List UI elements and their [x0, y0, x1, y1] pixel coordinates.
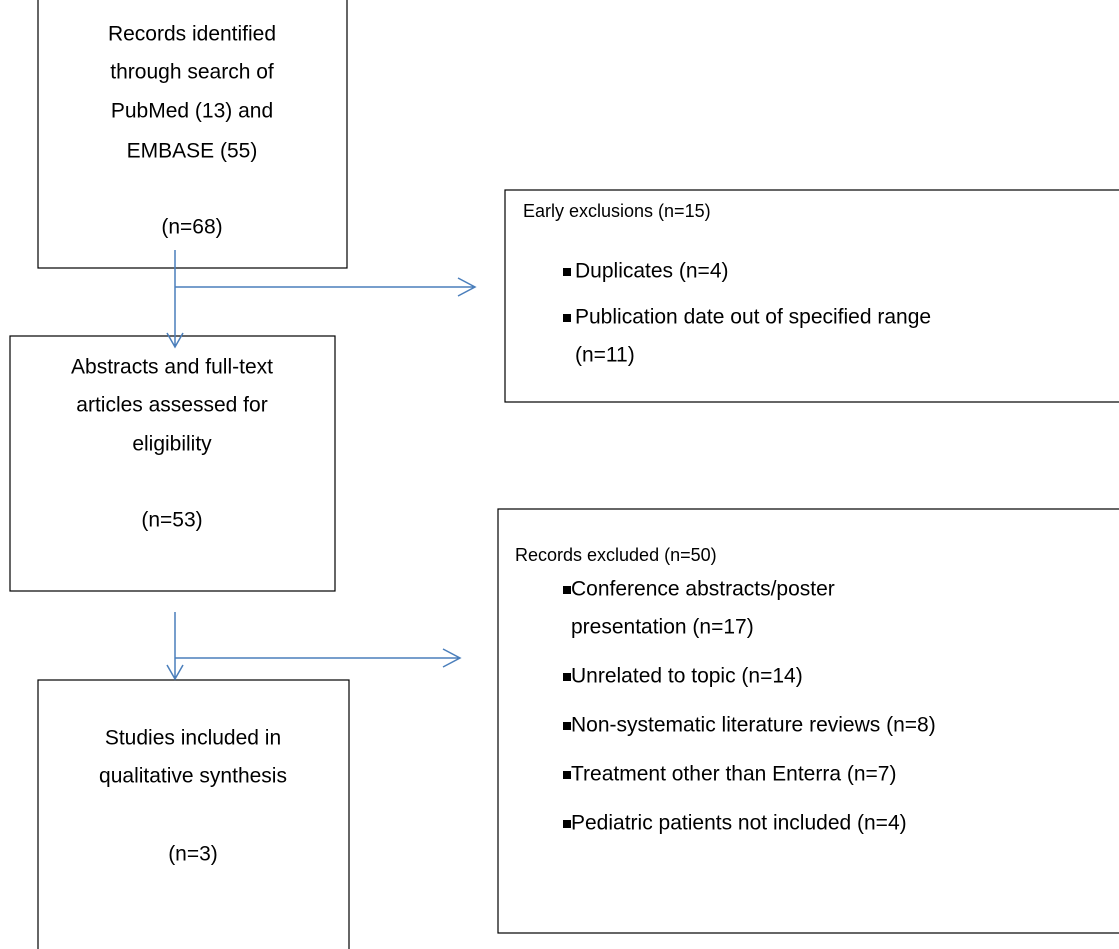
item-text: Treatment other than Enterra (n=7): [571, 763, 896, 786]
box: [497, 508, 1119, 934]
heading: Records excluded (n=50): [515, 545, 717, 565]
node-text: Studies included in: [105, 727, 281, 750]
box: [37, 679, 350, 949]
item-text: Publication date out of specified range: [575, 306, 931, 329]
item-text: Unrelated to topic (n=14): [571, 665, 803, 688]
bullet: [563, 314, 571, 322]
node-text: PubMed (13) and: [111, 100, 273, 123]
item-text: (n=11): [575, 344, 635, 367]
node-text: qualitative synthesis: [99, 765, 287, 788]
bullet: [563, 722, 571, 730]
heading: Early exclusions (n=15): [523, 201, 711, 221]
bullet: [563, 771, 571, 779]
node-text: (n=53): [141, 509, 202, 532]
arrow: [166, 250, 477, 681]
node-text: EMBASE (55): [127, 140, 258, 163]
node-text: (n=68): [161, 216, 222, 239]
node-text: eligibility: [132, 433, 212, 456]
box: [9, 335, 336, 592]
item-text: Non-systematic literature reviews (n=8): [571, 714, 936, 737]
node-text: articles assessed for: [76, 394, 267, 417]
box: [37, 0, 348, 269]
node-text: Records identified: [108, 23, 276, 46]
box: [504, 189, 1119, 403]
node-text: Abstracts and full-text: [71, 356, 273, 379]
node-text: (n=3): [168, 843, 218, 866]
bullet: [563, 268, 571, 276]
item-text: presentation (n=17): [571, 616, 754, 639]
bullet: [563, 673, 571, 681]
bullet: [563, 586, 571, 594]
node-text: through search of: [110, 61, 274, 84]
item-text: Pediatric patients not included (n=4): [571, 812, 907, 835]
item-text: Duplicates (n=4): [575, 260, 729, 283]
bullet: [563, 820, 571, 828]
item-text: Conference abstracts/poster: [571, 578, 835, 601]
